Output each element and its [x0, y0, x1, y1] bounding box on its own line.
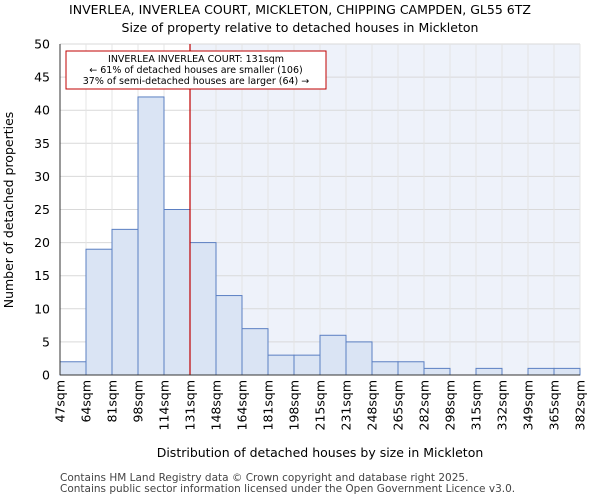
- annotation-title: INVERLEA INVERLEA COURT: 131sqm: [108, 54, 284, 65]
- y-tick-label: 40: [34, 103, 50, 118]
- y-tick-label: 35: [34, 136, 50, 151]
- y-tick-label: 25: [34, 202, 50, 217]
- x-tick-label: 349sqm: [521, 380, 536, 430]
- x-tick-label: 131sqm: [183, 380, 198, 430]
- y-tick-label: 45: [34, 70, 50, 85]
- x-tick-label: 148sqm: [209, 380, 224, 430]
- x-tick-label: 114sqm: [157, 380, 172, 430]
- x-tick-label: 298sqm: [443, 380, 458, 430]
- bar: [527, 367, 555, 376]
- x-tick-label: 248sqm: [365, 380, 380, 430]
- annotation-larger: 37% of semi-detached houses are larger (…: [83, 76, 310, 87]
- x-tick-label: 164sqm: [235, 380, 250, 430]
- x-tick-label: 64sqm: [79, 380, 94, 423]
- x-tick-label: 215sqm: [313, 380, 328, 430]
- x-tick-labels: 47sqm 64sqm 81sqm 98sqm 114sqm 131sqm 148sqm 16…: [53, 380, 588, 430]
- axes: [59, 44, 580, 376]
- bar: [293, 354, 321, 376]
- x-tick-label: 315sqm: [469, 380, 484, 430]
- x-tick-label: 181sqm: [261, 380, 276, 430]
- footer-licence: Contains public sector information licen…: [60, 483, 516, 495]
- bar: [423, 367, 451, 376]
- bar: [189, 242, 217, 376]
- y-tick-label: 5: [42, 334, 50, 349]
- bar: [241, 328, 269, 376]
- x-tick-label: 81sqm: [105, 380, 120, 423]
- bar: [137, 96, 165, 376]
- bar: [371, 361, 399, 376]
- chart-subtitle: Size of property relative to detached ho…: [122, 20, 479, 35]
- y-tick-label: 50: [34, 37, 50, 52]
- footer-copyright: Contains HM Land Registry data © Crown c…: [60, 472, 469, 484]
- x-tick-label: 282sqm: [417, 380, 432, 430]
- annotation-box: INVERLEA INVERLEA COURT: 131sqm ← 61% of…: [65, 50, 327, 90]
- bar: [85, 248, 113, 376]
- bar: [319, 334, 347, 376]
- x-tick-label: 382sqm: [573, 380, 588, 430]
- bar: [215, 295, 243, 376]
- y-tick-label: 20: [34, 235, 50, 250]
- chart-title: INVERLEA, INVERLEA COURT, MICKLETON, CHI…: [69, 2, 531, 17]
- y-tick-label: 10: [34, 301, 50, 316]
- x-tick-label: 265sqm: [391, 380, 406, 430]
- x-tick-label: 365sqm: [547, 380, 562, 430]
- x-tick-label: 231sqm: [339, 380, 354, 430]
- x-tick-label: 47sqm: [53, 380, 68, 423]
- bar: [59, 361, 87, 376]
- bar: [397, 361, 425, 376]
- bar: [345, 341, 373, 376]
- bar: [267, 354, 295, 376]
- y-tick-label: 0: [42, 368, 50, 383]
- y-axis-label: Number of detached properties: [1, 112, 16, 309]
- x-tick-label: 332sqm: [495, 380, 510, 430]
- x-axis-label: Distribution of detached houses by size …: [157, 445, 484, 460]
- bar: [475, 367, 503, 376]
- y-tick-label: 15: [34, 268, 50, 283]
- x-tick-label: 198sqm: [287, 380, 302, 430]
- annotation-smaller: ← 61% of detached houses are smaller (10…: [89, 65, 302, 76]
- x-tick-label: 98sqm: [131, 380, 146, 423]
- bar: [163, 209, 191, 376]
- bar: [553, 367, 581, 376]
- y-tick-label: 30: [34, 169, 50, 184]
- bars: [59, 96, 581, 376]
- bar: [111, 228, 139, 376]
- y-tick-labels: 0 5 10 15 20 25 30 35 40 45 50: [34, 37, 50, 383]
